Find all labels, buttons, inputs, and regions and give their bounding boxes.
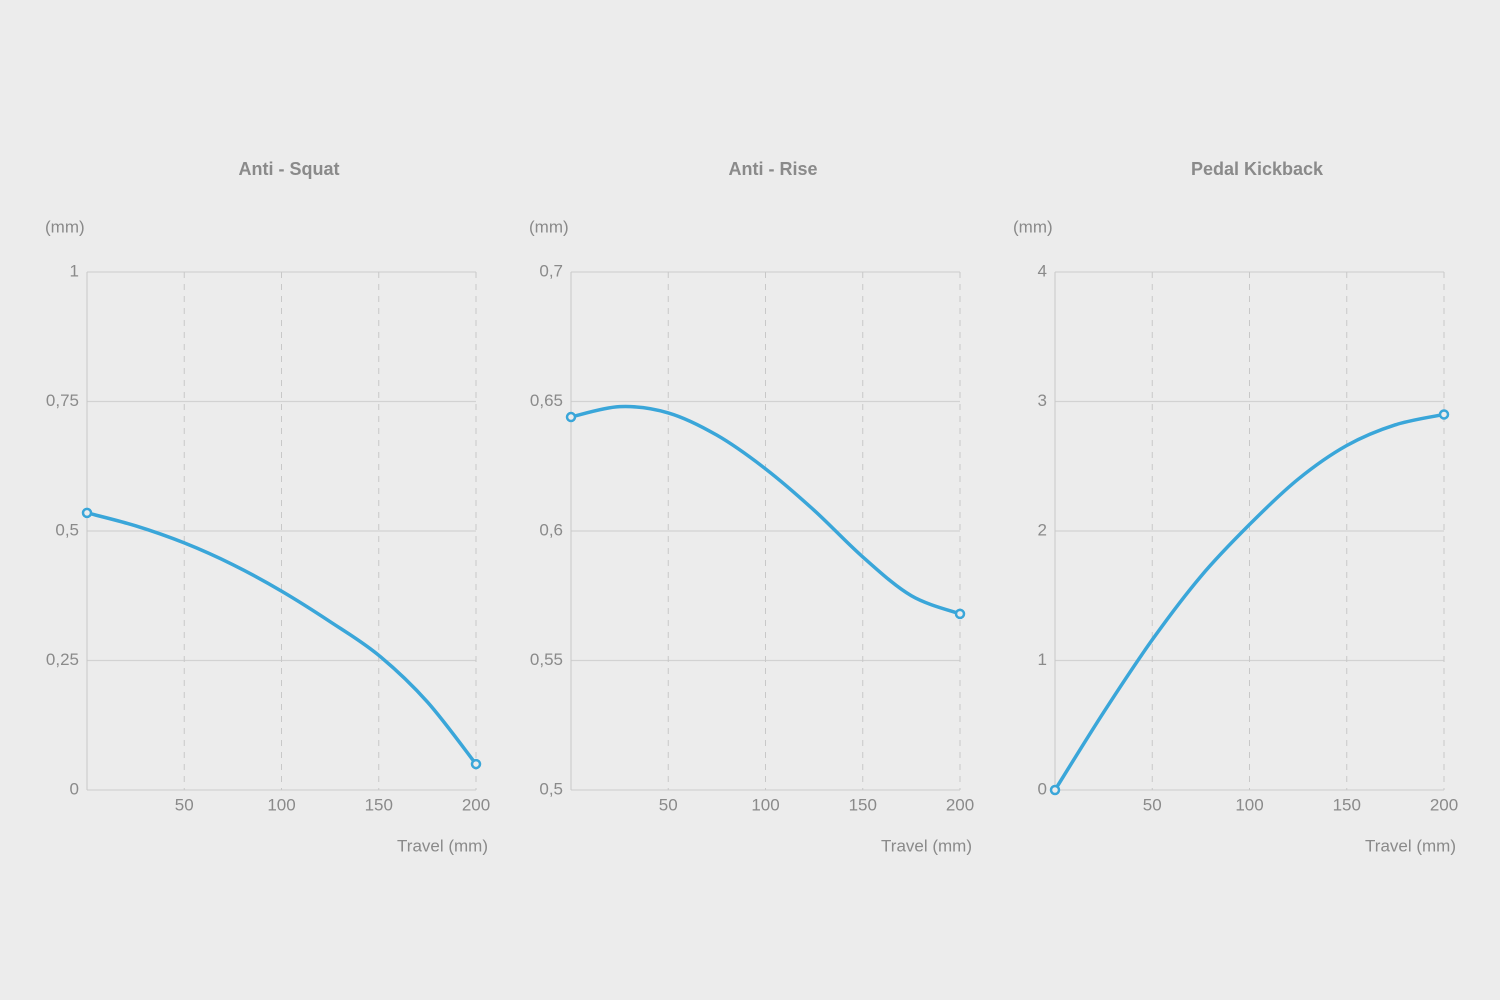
end-marker [1049, 784, 1061, 796]
data-line [86, 511, 478, 766]
y-tick-label: 0 [70, 779, 79, 798]
y-axis-label: (mm) [45, 217, 85, 236]
x-axis-label: Travel (mm) [881, 836, 972, 855]
y-tick-label: 0 [1038, 779, 1047, 798]
x-tick-label: 200 [462, 795, 490, 814]
end-marker [470, 758, 482, 770]
y-tick-label: 0,7 [539, 261, 563, 280]
chart-title: Pedal Kickback [1191, 159, 1324, 179]
y-tick-label: 4 [1038, 261, 1047, 280]
x-tick-label: 150 [1333, 795, 1361, 814]
y-tick-label: 0,5 [55, 520, 79, 539]
y-axis-label: (mm) [529, 217, 569, 236]
x-tick-label: 200 [1430, 795, 1458, 814]
end-marker [81, 507, 93, 519]
x-axis-label: Travel (mm) [397, 836, 488, 855]
x-tick-label: 100 [751, 795, 779, 814]
x-tick-label: 150 [849, 795, 877, 814]
x-tick-label: 50 [659, 795, 678, 814]
y-tick-label: 1 [70, 261, 79, 280]
end-marker [565, 411, 577, 423]
x-tick-label: 50 [1143, 795, 1162, 814]
y-tick-label: 0,65 [530, 391, 563, 410]
x-axis-label: Travel (mm) [1365, 836, 1456, 855]
y-tick-label: 0,6 [539, 520, 563, 539]
y-axis-label: (mm) [1013, 217, 1053, 236]
data-line [1053, 412, 1445, 791]
chart-title: Anti - Rise [728, 159, 817, 179]
y-tick-label: 0,25 [46, 650, 79, 669]
data-line [570, 404, 961, 616]
y-tick-label: 1 [1038, 650, 1047, 669]
x-tick-label: 200 [946, 795, 974, 814]
x-tick-label: 50 [175, 795, 194, 814]
end-marker [1438, 409, 1450, 420]
y-tick-label: 0,5 [539, 779, 563, 798]
y-tick-label: 2 [1038, 520, 1047, 539]
end-marker [954, 608, 966, 620]
y-tick-label: 0,75 [46, 391, 79, 410]
x-tick-label: 100 [267, 795, 295, 814]
chart-title: Anti - Squat [239, 159, 340, 179]
x-tick-label: 100 [1235, 795, 1263, 814]
y-tick-label: 0,55 [530, 650, 563, 669]
y-tick-label: 3 [1038, 391, 1047, 410]
x-tick-label: 150 [365, 795, 393, 814]
